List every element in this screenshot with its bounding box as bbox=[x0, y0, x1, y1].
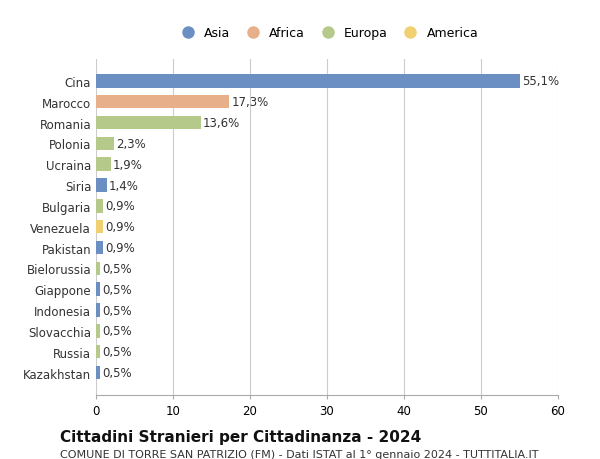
Text: COMUNE DI TORRE SAN PATRIZIO (FM) - Dati ISTAT al 1° gennaio 2024 - TUTTITALIA.I: COMUNE DI TORRE SAN PATRIZIO (FM) - Dati… bbox=[60, 449, 539, 459]
Text: 0,5%: 0,5% bbox=[102, 366, 132, 379]
Bar bbox=[96, 241, 103, 255]
Text: 0,5%: 0,5% bbox=[102, 304, 132, 317]
Text: 0,5%: 0,5% bbox=[102, 325, 132, 338]
Bar bbox=[96, 283, 100, 297]
Bar bbox=[96, 158, 110, 172]
Text: 1,4%: 1,4% bbox=[109, 179, 139, 192]
Text: 55,1%: 55,1% bbox=[523, 75, 560, 88]
Text: 1,9%: 1,9% bbox=[113, 158, 143, 171]
Bar bbox=[96, 345, 100, 359]
Bar bbox=[96, 303, 100, 317]
Text: 2,3%: 2,3% bbox=[116, 138, 146, 151]
Text: 13,6%: 13,6% bbox=[203, 117, 240, 130]
Bar bbox=[96, 366, 100, 380]
Text: 17,3%: 17,3% bbox=[232, 96, 269, 109]
Bar bbox=[96, 325, 100, 338]
Text: 0,9%: 0,9% bbox=[105, 221, 135, 234]
Bar bbox=[96, 137, 114, 151]
Bar bbox=[96, 179, 107, 192]
Bar bbox=[96, 262, 100, 275]
Text: 0,9%: 0,9% bbox=[105, 200, 135, 213]
Bar bbox=[96, 220, 103, 234]
Text: Cittadini Stranieri per Cittadinanza - 2024: Cittadini Stranieri per Cittadinanza - 2… bbox=[60, 429, 421, 444]
Bar bbox=[96, 95, 229, 109]
Text: 0,5%: 0,5% bbox=[102, 262, 132, 275]
Bar bbox=[96, 200, 103, 213]
Legend: Asia, Africa, Europa, America: Asia, Africa, Europa, America bbox=[170, 22, 484, 45]
Bar bbox=[96, 117, 201, 130]
Bar bbox=[96, 75, 520, 89]
Text: 0,5%: 0,5% bbox=[102, 283, 132, 296]
Text: 0,9%: 0,9% bbox=[105, 241, 135, 254]
Text: 0,5%: 0,5% bbox=[102, 346, 132, 358]
